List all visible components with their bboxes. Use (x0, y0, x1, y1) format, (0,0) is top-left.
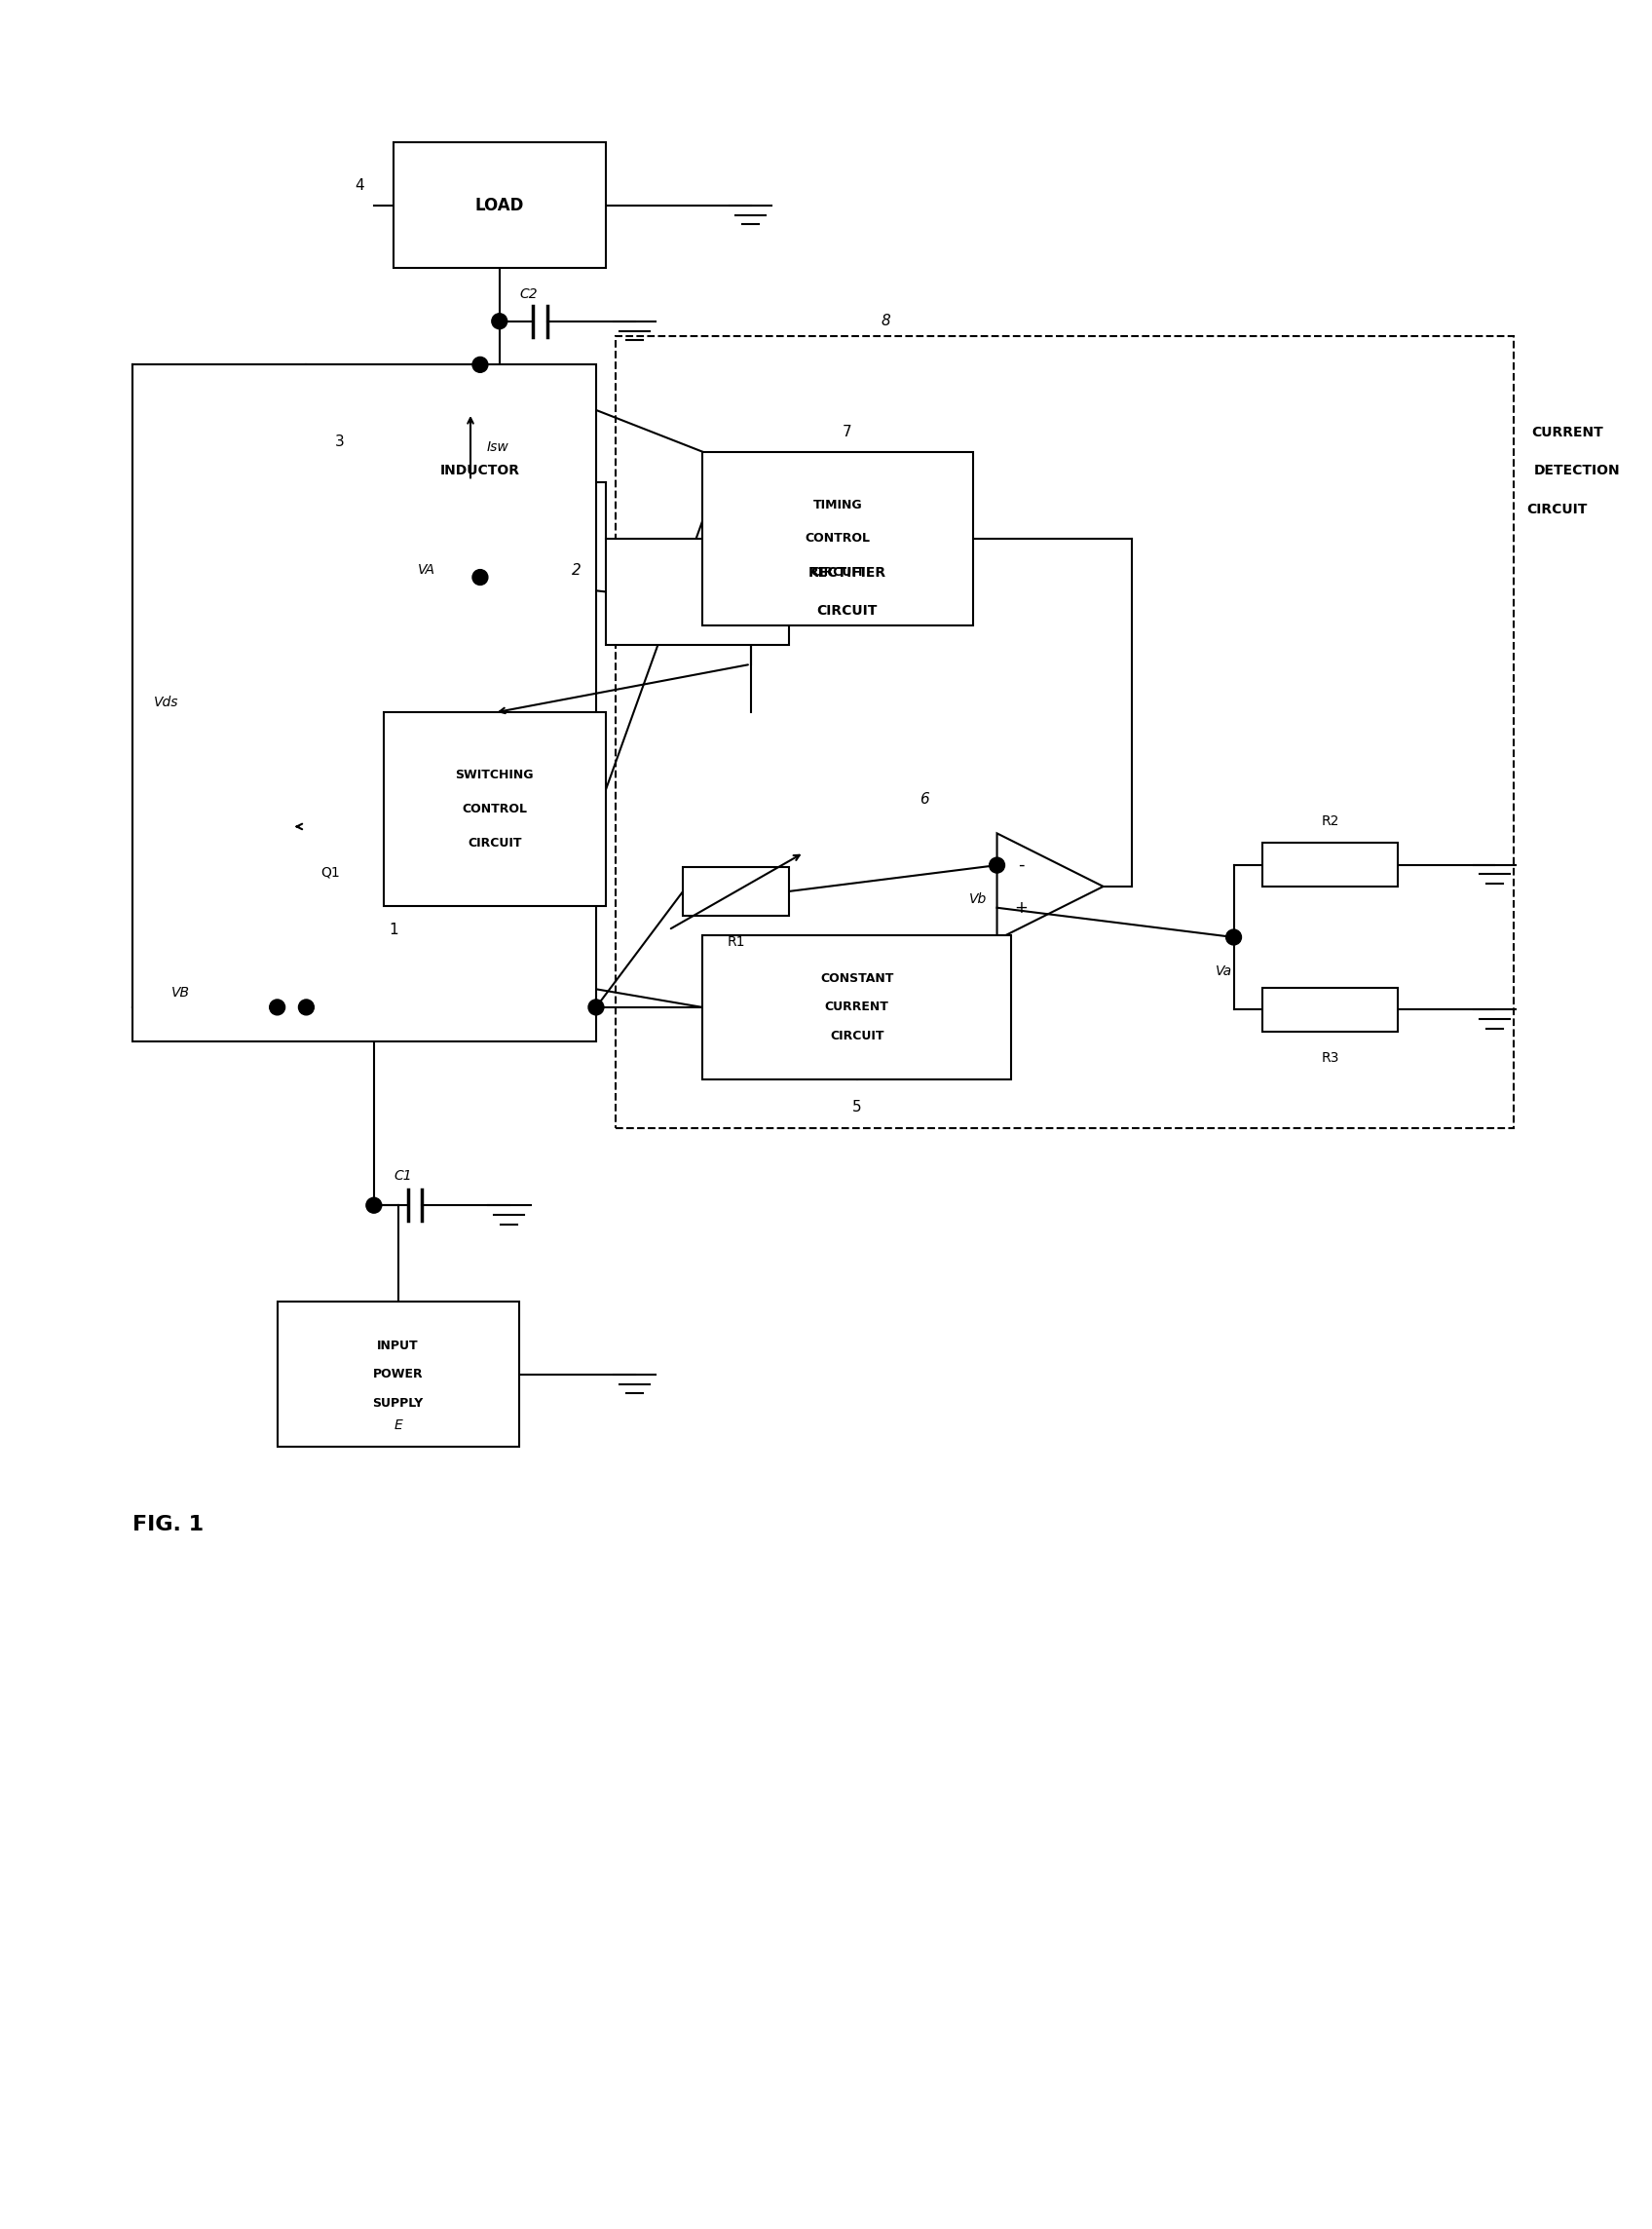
Text: DETECTION: DETECTION (1533, 464, 1621, 477)
Text: R2: R2 (1322, 816, 1340, 829)
Text: CONTROL: CONTROL (805, 533, 871, 544)
Circle shape (472, 357, 487, 372)
Text: VB: VB (172, 985, 190, 999)
Text: C2: C2 (519, 288, 537, 301)
Text: 7: 7 (843, 426, 852, 439)
Bar (278, 1302, 519, 1447)
Circle shape (492, 314, 507, 330)
Circle shape (990, 858, 1004, 874)
Circle shape (299, 999, 314, 1014)
Text: CIRCUIT: CIRCUIT (468, 836, 522, 849)
Text: Va: Va (1216, 965, 1232, 979)
Text: VA: VA (418, 562, 436, 577)
Text: 6: 6 (920, 791, 930, 807)
Text: LOAD: LOAD (474, 196, 524, 214)
Bar (1262, 987, 1398, 1032)
Text: CIRCUIT: CIRCUIT (1526, 504, 1588, 517)
Text: E: E (393, 1420, 403, 1433)
Bar (373, 412, 586, 528)
Text: POWER: POWER (373, 1369, 423, 1380)
Text: 1: 1 (388, 923, 398, 936)
Text: CONTROL: CONTROL (463, 802, 527, 816)
Text: +: + (1014, 898, 1028, 916)
Circle shape (269, 999, 286, 1014)
Text: Q1: Q1 (320, 865, 340, 878)
Text: FIG. 1: FIG. 1 (132, 1513, 203, 1534)
Bar (702, 934, 1011, 1079)
Circle shape (1226, 929, 1241, 945)
Text: 8: 8 (881, 314, 890, 328)
Bar (702, 452, 973, 626)
Bar (682, 867, 790, 916)
Text: INPUT: INPUT (377, 1340, 420, 1351)
Bar (606, 539, 790, 644)
Text: 5: 5 (852, 1099, 862, 1114)
Text: -: - (1018, 856, 1024, 874)
Text: SWITCHING: SWITCHING (456, 769, 534, 782)
Text: CIRCUIT: CIRCUIT (829, 1030, 884, 1043)
Text: 2: 2 (572, 564, 582, 577)
Text: SUPPLY: SUPPLY (373, 1398, 423, 1409)
Text: Vb: Vb (968, 892, 986, 905)
Text: CURRENT: CURRENT (824, 1001, 889, 1014)
Bar (616, 337, 1513, 1128)
Text: CIRCUIT: CIRCUIT (811, 566, 864, 580)
Text: TIMING: TIMING (813, 499, 862, 510)
Text: CONSTANT: CONSTANT (819, 972, 894, 985)
Text: CIRCUIT: CIRCUIT (816, 604, 877, 617)
Text: Vds: Vds (154, 695, 178, 709)
Bar (393, 143, 606, 267)
Text: 3: 3 (335, 435, 345, 450)
Text: CURRENT: CURRENT (1531, 426, 1602, 439)
Text: INDUCTOR: INDUCTOR (439, 464, 520, 477)
Bar (132, 366, 596, 1041)
Bar (383, 713, 606, 905)
Circle shape (472, 571, 487, 584)
Circle shape (367, 1197, 382, 1213)
Text: 4: 4 (355, 178, 363, 194)
Text: C1: C1 (393, 1170, 411, 1184)
Text: RECTIFIER: RECTIFIER (808, 566, 885, 580)
Text: R3: R3 (1322, 1052, 1340, 1065)
Text: Isw: Isw (486, 439, 509, 455)
Text: R1: R1 (727, 936, 745, 950)
Circle shape (588, 999, 603, 1014)
Bar (1262, 843, 1398, 887)
